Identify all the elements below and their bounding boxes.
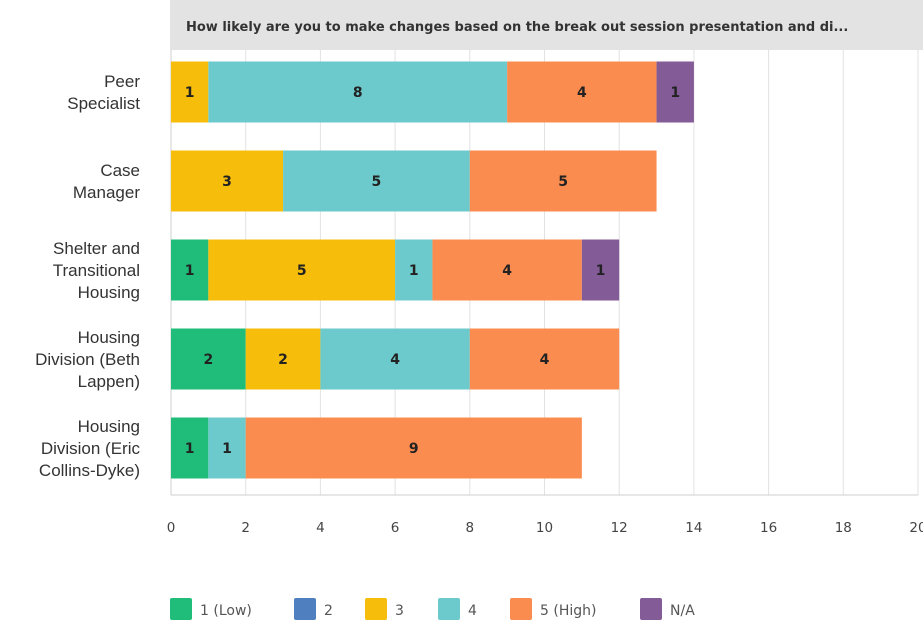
bar-value-label: 5 <box>372 174 382 190</box>
chart-title-bar <box>170 0 923 50</box>
bar-segment <box>395 239 433 301</box>
x-tick-label: 14 <box>685 520 702 536</box>
x-tick-label: 4 <box>316 520 325 536</box>
legend-swatch <box>170 598 192 620</box>
legend-label: 5 (High) <box>540 603 596 619</box>
category-label: Peer Specialist <box>67 72 140 113</box>
chart-title: How likely are you to make changes based… <box>186 20 848 35</box>
legend-swatch <box>640 598 662 620</box>
legend-label: N/A <box>670 603 695 619</box>
bar-segment <box>208 417 246 479</box>
bar-value-label: 4 <box>577 85 587 101</box>
bar-segment <box>171 417 209 479</box>
bar-value-label: 3 <box>222 174 232 190</box>
bar-segment <box>171 239 209 301</box>
x-tick-label: 20 <box>909 520 923 536</box>
bar-value-label: 1 <box>185 85 195 101</box>
legend-label: 1 (Low) <box>200 603 252 619</box>
legend-swatch <box>510 598 532 620</box>
x-tick-label: 16 <box>760 520 777 536</box>
bar-value-label: 4 <box>390 352 400 368</box>
category-label: Housing Division (Eric Collins-Dyke) <box>39 417 141 480</box>
bar-segment <box>581 239 620 301</box>
bar-value-label: 5 <box>558 174 568 190</box>
bar-segment <box>171 61 209 123</box>
bar-segment <box>208 239 396 301</box>
bar-segment <box>171 150 284 212</box>
bar-segment <box>283 150 470 212</box>
bar-segment <box>171 328 246 390</box>
bar-value-label: 5 <box>297 263 307 279</box>
legend-swatch <box>365 598 387 620</box>
bar-value-label: 2 <box>278 352 288 368</box>
bar-segment <box>320 328 470 390</box>
legend-swatch <box>438 598 460 620</box>
bar-value-label: 9 <box>409 441 419 457</box>
x-tick-label: 18 <box>835 520 852 536</box>
bar-value-label: 4 <box>502 263 512 279</box>
bar-segment <box>469 150 657 212</box>
x-tick-label: 8 <box>466 520 475 536</box>
bar-segment <box>469 328 620 390</box>
bar-segment <box>507 61 657 123</box>
category-label: Shelter and Transitional Housing <box>53 239 140 302</box>
bar-value-label: 1 <box>596 263 606 279</box>
bar-value-label: 1 <box>670 85 680 101</box>
bar-segment <box>432 239 582 301</box>
x-tick-label: 10 <box>536 520 553 536</box>
bar-value-label: 2 <box>203 352 213 368</box>
x-tick-label: 12 <box>611 520 628 536</box>
bar-segment <box>656 61 694 123</box>
legend-label: 3 <box>395 603 404 619</box>
legend-label: 4 <box>468 603 477 619</box>
x-tick-label: 0 <box>167 520 176 536</box>
bar-value-label: 1 <box>185 263 195 279</box>
bar-value-label: 1 <box>185 441 195 457</box>
category-label: Housing Division (Beth Lappen) <box>35 328 140 391</box>
bar-segment <box>245 328 321 390</box>
bar-segment <box>245 417 582 479</box>
bar-value-label: 4 <box>540 352 550 368</box>
x-tick-label: 2 <box>241 520 250 536</box>
legend-swatch <box>294 598 316 620</box>
category-label: Case Manager <box>73 161 140 202</box>
bar-segment <box>208 61 508 123</box>
bar-value-label: 1 <box>222 441 232 457</box>
bar-value-label: 8 <box>353 85 363 101</box>
x-tick-label: 6 <box>391 520 400 536</box>
bar-value-label: 1 <box>409 263 419 279</box>
legend-label: 2 <box>324 603 333 619</box>
